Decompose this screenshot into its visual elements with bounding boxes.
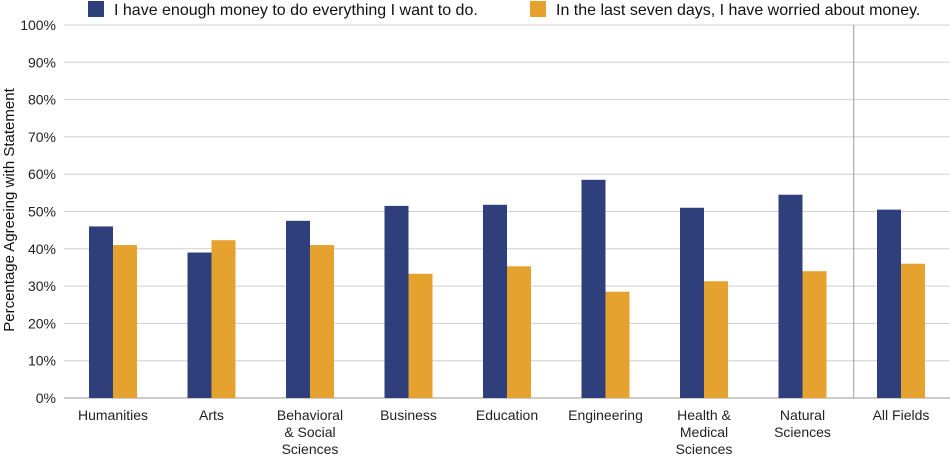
bar-worried-money (310, 245, 334, 398)
bar-worried-money (605, 291, 630, 398)
legend-swatch (530, 1, 546, 17)
y-tick-label: 10% (28, 353, 56, 369)
y-axis-label: Percentage Agreeing with Statement (1, 87, 18, 331)
bar-enough-money (483, 204, 507, 398)
bar-worried-money (507, 266, 531, 398)
y-tick-label: 30% (28, 278, 56, 294)
legend: I have enough money to do everything I w… (88, 1, 920, 19)
bar-worried-money (704, 281, 728, 398)
legend-swatch (88, 1, 104, 17)
y-tick-label: 80% (28, 92, 56, 108)
legend-label: In the last seven days, I have worried a… (556, 2, 920, 19)
x-category-label: Humanities (78, 407, 148, 423)
bar-enough-money (778, 194, 803, 398)
y-tick-label: 50% (28, 204, 56, 220)
y-tick-label: 40% (28, 241, 56, 257)
y-tick-label: 0% (36, 390, 56, 406)
bar-worried-money (408, 273, 433, 398)
legend-label: I have enough money to do everything I w… (114, 2, 478, 19)
bar-enough-money (187, 252, 212, 398)
bar-enough-money (89, 226, 113, 398)
bar-worried-money (211, 240, 236, 398)
y-tick-label: 70% (28, 129, 56, 145)
x-category-label: Natural Sciences (774, 407, 831, 440)
y-tick-label: 90% (28, 54, 56, 70)
y-tick-label: 60% (28, 166, 56, 182)
y-tick-label: 20% (28, 315, 56, 331)
bar-enough-money (384, 205, 409, 398)
x-category-label: Behavioral & Social Sciences (277, 407, 343, 457)
bar-worried-money (901, 263, 925, 398)
x-category-label: Education (476, 407, 538, 423)
bar-enough-money (877, 209, 901, 398)
y-axis-ticks: 0% 10% 20% 30% 40% 50% 60% 70% 80% 90% 100% (20, 17, 56, 406)
x-axis-labels: Humanities Arts Behavioral & Social Sciences… (78, 407, 929, 457)
x-category-label: Health & Medical Sciences (676, 407, 733, 457)
bar-enough-money (286, 220, 310, 398)
x-category-label: Engineering (568, 407, 643, 423)
bar-worried-money (113, 245, 137, 398)
y-tick-label: 100% (20, 17, 56, 33)
x-category-label: Arts (199, 407, 224, 423)
bars (89, 179, 925, 398)
x-category-label: Business (380, 407, 437, 423)
bar-enough-money (680, 207, 704, 398)
bar-enough-money (581, 179, 606, 398)
bar-worried-money (802, 271, 827, 398)
x-category-label: All Fields (873, 407, 930, 423)
